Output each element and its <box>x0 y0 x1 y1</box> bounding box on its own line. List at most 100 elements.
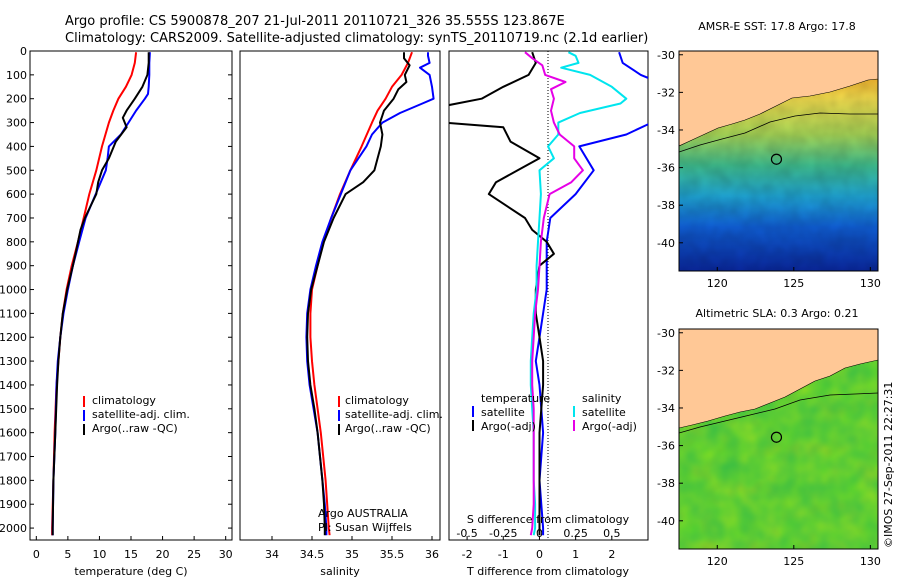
x-tick-label: 34 <box>265 548 279 561</box>
map-y-tick-label: -38 <box>657 477 675 490</box>
sla-argo-position-marker <box>770 431 783 443</box>
salinity-panel: 34 34.5 35 35.5 36 climatology satellite-adj… <box>239 50 443 578</box>
x-tick-label: -2 <box>462 548 473 561</box>
legend-argo-label: Argo(..raw -QC) <box>92 422 178 435</box>
sst-map-axes: 120 125 130 -30 -32 -34 -36 -38 -40 <box>657 49 881 290</box>
depth-tick-label: 0 <box>20 45 27 58</box>
x-tick-label: 2 <box>608 548 615 561</box>
legend-satellite-label: satellite-adj. clim. <box>92 408 190 421</box>
depth-tick-label: 800 <box>6 236 27 249</box>
x-tick-label: 35 <box>345 548 359 561</box>
map-y-tick-label: -36 <box>657 440 675 453</box>
legend-climatology-label: climatology <box>92 394 156 407</box>
x-tick-label: 0 <box>536 548 543 561</box>
float-program: Argo AUSTRALIA <box>318 507 408 520</box>
legend-s-satellite-label: satellite <box>582 406 626 419</box>
series-argo-raw-qc <box>306 52 411 536</box>
x-tick-label: 30 <box>219 548 233 561</box>
sst-argo-position-marker <box>770 153 783 165</box>
depth-tick-label: 1200 <box>0 331 27 344</box>
map-x-tick-label: 120 <box>707 555 728 568</box>
x-tick-label: 25 <box>187 548 201 561</box>
map-y-tick-label: -32 <box>657 364 675 377</box>
x-tick-label: 10 <box>92 548 106 561</box>
legend-t-argo-label: Argo(-adj) <box>481 420 536 433</box>
depth-tick-label: 900 <box>6 260 27 273</box>
s-tick-label: 0.25 <box>563 527 588 540</box>
salinity-x-axis: 34 34.5 35 35.5 36 <box>265 536 439 561</box>
map-x-tick-label: 130 <box>860 277 881 290</box>
map-x-tick-label: 130 <box>860 555 881 568</box>
map-y-tick-label: -34 <box>657 402 675 415</box>
x-tick-label: 35.5 <box>380 548 405 561</box>
depth-tick-label: 1500 <box>0 403 27 416</box>
credit-timestamp: ©IMOS 27-Sep-2011 22:27:31 <box>882 382 895 548</box>
sla-map-title: Altimetric SLA: 0.3 Argo: 0.21 <box>695 307 858 320</box>
map-x-tick-label: 125 <box>783 555 804 568</box>
difference-x-axis: -2 -1 0 1 2-0.5 -0.25 0 0.25 0.5 <box>456 527 620 561</box>
depth-tick-label: 1700 <box>0 451 27 464</box>
header-title-line2: Climatology: CARS2009. Satellite-adjuste… <box>65 31 648 46</box>
header-title-line1: Argo profile: CS 5900878_207 21-Jul-2011… <box>65 14 565 29</box>
legend-salinity-heading: salinity <box>582 392 622 405</box>
depth-tick-label: 1600 <box>0 427 27 440</box>
map-y-tick-label: -30 <box>657 49 675 62</box>
x-tick-label: 0 <box>33 548 40 561</box>
x-tick-label: 36 <box>425 548 439 561</box>
legend-satellite-label: satellite-adj. clim. <box>345 408 443 421</box>
difference-lines <box>449 51 648 536</box>
x-tick-label: 15 <box>124 548 138 561</box>
s-tick-label: 0.5 <box>603 527 621 540</box>
temperature-lines <box>51 52 151 536</box>
s-tick-label: -0.25 <box>489 527 517 540</box>
temperature-x-label: temperature (deg C) <box>74 565 187 578</box>
t-difference-label: T difference from climatology <box>466 565 629 578</box>
depth-tick-label: 400 <box>6 140 27 153</box>
legend-temperature-heading: temperature <box>481 392 550 405</box>
temperature-axes <box>29 50 233 541</box>
depth-tick-label: 1000 <box>0 284 27 297</box>
legend-climatology-label: climatology <box>345 394 409 407</box>
series-t-satellite <box>534 51 648 536</box>
map-y-tick-label: -40 <box>657 237 675 250</box>
temperature-x-axis: 0 5 10 15 20 25 30 <box>33 536 233 561</box>
sst-shelf-contour <box>679 112 878 153</box>
salinity-x-label: salinity <box>320 565 360 578</box>
difference-panel: -2 -1 0 1 2-0.5 -0.25 0 0.25 0.5 temperature sat… <box>448 50 649 578</box>
salinity-legend: climatology satellite-adj. clim. Argo(..… <box>338 394 443 435</box>
sst-map-title: AMSR-E SST: 17.8 Argo: 17.8 <box>698 20 856 33</box>
depth-tick-label: 1800 <box>0 474 27 487</box>
depth-tick-label: 200 <box>6 93 27 106</box>
float-pi: PI: Susan Wijffels <box>318 521 412 534</box>
salinity-axes <box>239 50 441 541</box>
s-difference-label: S difference from climatology <box>467 513 630 526</box>
map-x-tick-label: 120 <box>707 277 728 290</box>
depth-tick-label: 700 <box>6 212 27 225</box>
series-argo-raw-qc <box>51 52 150 536</box>
temperature-panel: 0100200300400500600700800900100011001200… <box>0 45 648 578</box>
depth-tick-label: 1400 <box>0 379 27 392</box>
depth-tick-label: 1300 <box>0 355 27 368</box>
x-tick-label: 5 <box>64 548 71 561</box>
series-t-argo-adj <box>449 51 555 536</box>
depth-tick-label: 500 <box>6 164 27 177</box>
sla-shelf-contour <box>679 392 878 434</box>
sst-land <box>679 51 878 147</box>
depth-tick-label: 1100 <box>0 307 27 320</box>
x-tick-label: -1 <box>498 548 509 561</box>
depth-tick-label: 600 <box>6 188 27 201</box>
s-tick-label: -0.5 <box>456 527 477 540</box>
sla-map-axes: 120 125 130 -30 -32 -34 -36 -38 -40 <box>657 327 881 568</box>
map-y-tick-label: -38 <box>657 199 675 212</box>
map-x-tick-label: 125 <box>783 277 804 290</box>
sla-map: Altimetric SLA: 0.3 Argo: 0.21 120 125 130… <box>657 307 881 568</box>
map-y-tick-label: -34 <box>657 124 675 137</box>
x-tick-label: 1 <box>572 548 579 561</box>
legend-t-satellite-label: satellite <box>481 406 525 419</box>
legend-s-argo-label: Argo(-adj) <box>582 420 637 433</box>
sst-map: AMSR-E SST: 17.8 Argo: 17.8 120 125 130 -30… <box>657 20 881 290</box>
temperature-legend: climatology satellite-adj. clim. Argo(..… <box>83 394 190 435</box>
sst-map-frame <box>678 50 879 272</box>
difference-legend: temperature satellite Argo(-adj) salinit… <box>472 392 637 433</box>
x-tick-label: 20 <box>156 548 170 561</box>
